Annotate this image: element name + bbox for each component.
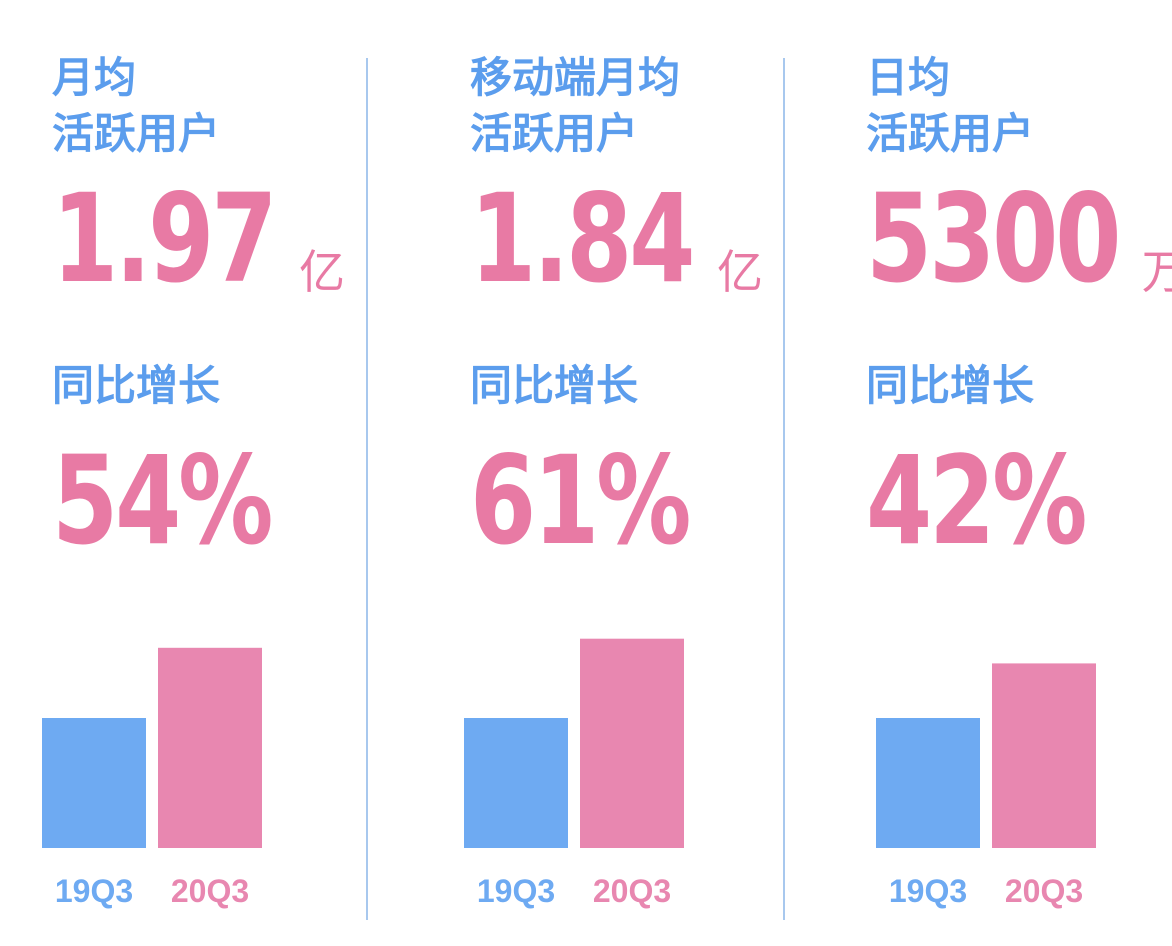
metric-value: 1.97 亿 [52, 178, 345, 300]
panel-monthly-active-users: 月均 活跃用户 1.97 亿 同比增长 54% [52, 0, 352, 946]
divider-1 [366, 58, 368, 920]
metric-unit: 万 [1141, 244, 1172, 299]
panel-title-line-2: 活跃用户 [470, 109, 639, 158]
metric-number: 1.97 [52, 168, 277, 310]
metric-unit: 亿 [717, 244, 764, 299]
panel-title: 月均 活跃用户 [52, 50, 220, 162]
growth-value: 54% [52, 430, 274, 572]
panel-title: 日均 活跃用户 [866, 50, 1034, 162]
metric-value: 5300 万 [866, 178, 1172, 300]
panel-title: 移动端月均 活跃用户 [470, 50, 680, 162]
panel-mobile-monthly-active-users: 移动端月均 活跃用户 1.84 亿 同比增长 61% [470, 0, 770, 946]
metric-number: 5300 [866, 168, 1121, 310]
panel-title-line-2: 活跃用户 [866, 109, 1035, 158]
growth-value: 61% [470, 430, 692, 572]
panel-title-line-1: 月均 [52, 53, 137, 102]
panel-title-line-1: 移动端月均 [470, 53, 681, 102]
growth-value: 42% [866, 430, 1088, 572]
metric-value: 1.84 亿 [470, 178, 763, 300]
panel-title-line-2: 活跃用户 [52, 109, 221, 158]
growth-label: 同比增长 [470, 361, 639, 410]
panel-title-line-1: 日均 [866, 53, 951, 102]
metric-number: 1.84 [470, 168, 695, 310]
metric-unit: 亿 [299, 244, 346, 299]
panel-daily-active-users: 日均 活跃用户 5300 万 同比增长 42% [866, 0, 1172, 946]
growth-label: 同比增长 [52, 361, 221, 410]
growth-label: 同比增长 [866, 361, 1035, 410]
divider-2 [783, 58, 785, 920]
